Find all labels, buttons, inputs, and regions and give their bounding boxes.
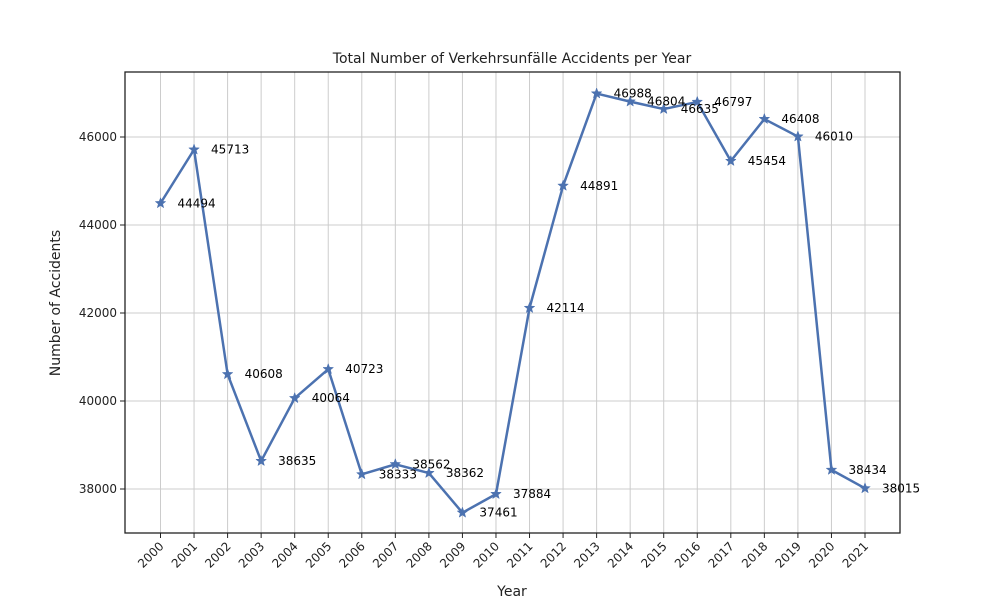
data-label: 40723 (345, 362, 383, 376)
x-tick-label: 2012 (538, 539, 569, 570)
data-label: 46010 (815, 130, 853, 144)
x-tick-label: 2020 (806, 539, 837, 570)
data-label-layer: 44494 45713 40608 38635 40064 40723 3833338562… (178, 87, 921, 520)
data-point-marker (859, 482, 871, 494)
x-axis-label: Year (496, 584, 527, 600)
data-label: 46635 (681, 102, 719, 116)
data-label: 46988 (614, 87, 652, 101)
y-tick-label: 44000 (79, 218, 117, 232)
data-point-marker (188, 143, 200, 155)
data-label: 45454 (748, 154, 786, 168)
series-layer (154, 87, 871, 518)
x-tick-label: 2014 (605, 539, 636, 570)
y-tick-label: 46000 (79, 130, 117, 144)
data-point-marker (389, 458, 402, 470)
data-point-marker (456, 506, 469, 518)
data-point-marker (758, 112, 771, 125)
data-point-marker (322, 362, 335, 375)
x-tick-label: 2013 (571, 539, 602, 570)
data-point-marker (691, 95, 704, 107)
y-tick-label: 40000 (79, 394, 117, 408)
data-label: 38562 (412, 457, 450, 471)
data-label: 37884 (513, 487, 551, 501)
data-point-marker (657, 102, 670, 115)
x-tick-label: 2007 (370, 539, 401, 570)
data-label: 42114 (547, 301, 585, 315)
data-label: 44494 (178, 196, 216, 210)
data-point-marker (724, 154, 737, 167)
data-point-marker (221, 368, 234, 380)
data-label: 40608 (245, 367, 283, 381)
x-tick-label: 2011 (504, 539, 535, 570)
plot-frame (124, 71, 901, 534)
data-label: 38362 (446, 466, 484, 480)
data-label: 38635 (278, 454, 316, 468)
data-label: 44891 (580, 179, 618, 193)
x-tick-label: 2005 (303, 539, 334, 570)
data-label: 46408 (781, 112, 819, 126)
x-tick-label: 2008 (404, 539, 435, 570)
x-tick-label: 2017 (705, 539, 736, 570)
x-tick-label: 2016 (672, 539, 703, 570)
x-tick-label: 2000 (135, 539, 166, 570)
data-point-marker (557, 179, 569, 191)
x-tick-label: 2001 (169, 539, 200, 570)
data-label: 38434 (848, 463, 886, 477)
grid (125, 72, 900, 533)
x-tick-label: 2002 (202, 539, 233, 570)
chart-title: Total Number of Verkehrsunfälle Accident… (332, 51, 692, 67)
x-tick-label: 2006 (336, 539, 367, 570)
y-tick-label: 42000 (79, 306, 117, 320)
data-point-marker (791, 130, 804, 142)
data-label: 45713 (211, 143, 249, 157)
data-label: 38333 (379, 467, 417, 481)
data-point-marker (422, 466, 435, 479)
y-axis-label: Number of Accidents (48, 230, 64, 376)
data-point-marker (825, 463, 838, 475)
data-point-marker (355, 468, 368, 480)
data-point-marker (154, 197, 167, 209)
x-tick-label: 2003 (236, 539, 267, 570)
data-label: 37461 (479, 506, 517, 520)
x-tick-label: 2018 (739, 539, 770, 570)
x-tick-label: 2010 (471, 539, 502, 570)
x-tick-label: 2021 (840, 539, 871, 570)
data-point-marker (624, 95, 637, 107)
data-point-marker (523, 301, 536, 314)
data-label: 46804 (647, 95, 685, 109)
y-tick-label: 38000 (79, 482, 117, 496)
data-label: 46797 (714, 95, 752, 109)
data-point-marker (288, 391, 301, 404)
series-line (159, 92, 866, 514)
data-point-marker (490, 487, 502, 500)
data-label: 38015 (882, 481, 920, 495)
x-tick-label: 2019 (773, 539, 804, 570)
x-tick-label: 2009 (437, 539, 468, 570)
data-point-marker (255, 454, 268, 467)
data-point-marker (590, 87, 603, 99)
x-tick-label: 2004 (269, 539, 300, 570)
x-tick-label: 2015 (638, 539, 669, 570)
data-label: 40064 (312, 391, 350, 405)
